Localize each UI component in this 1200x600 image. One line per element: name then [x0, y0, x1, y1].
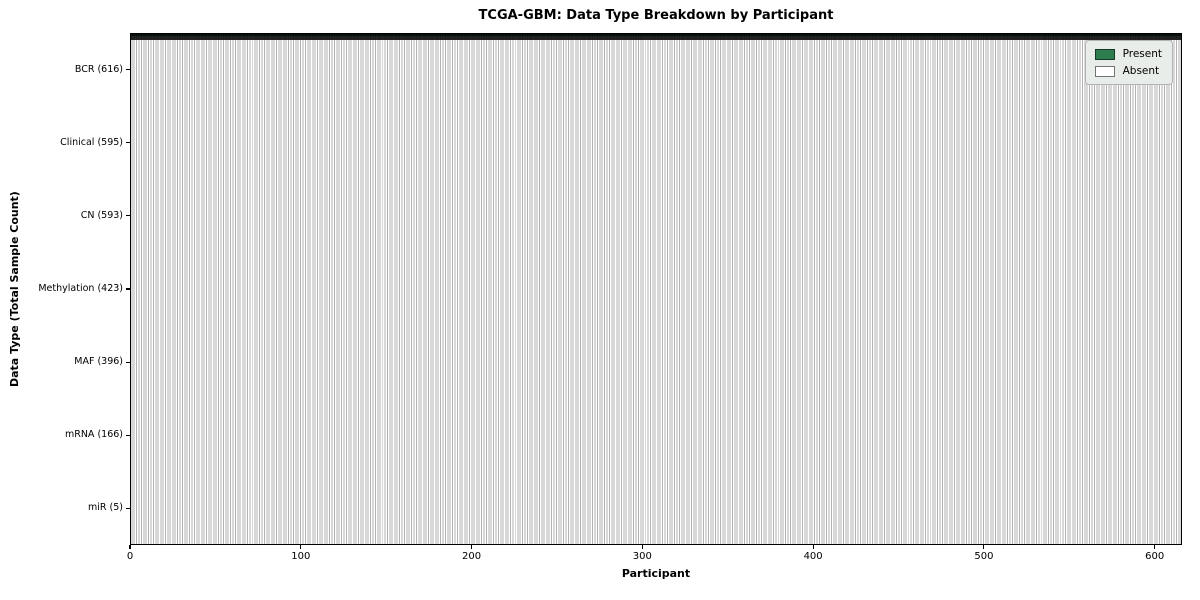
x-tick-mark [129, 545, 131, 549]
heatmap-row-clinical [131, 34, 1181, 35]
y-tick-label-bcr: BCR (616) [74, 63, 123, 75]
y-tick-label-cn: CN (593) [80, 209, 123, 221]
y-tick-mark [126, 68, 130, 71]
y-tick-label-maf: MAF (396) [74, 356, 123, 368]
heatmap-rows [131, 34, 1181, 40]
x-tick-mark [300, 545, 302, 549]
y-tick-mark [126, 507, 130, 510]
y-tick-mark [126, 215, 130, 217]
x-tick-label-300: 300 [632, 551, 652, 562]
x-axis-label: Participant [621, 567, 691, 580]
y-tick-mark [126, 361, 130, 363]
x-tick-label-500: 500 [974, 551, 994, 562]
y-tick-mark [126, 142, 130, 144]
y-tick-label-mrna: mRNA (166) [64, 429, 123, 441]
column-edge-stripes [131, 34, 1181, 544]
chart-title: TCGA-GBM: Data Type Breakdown by Partici… [478, 8, 834, 23]
legend-label-present: Present [1122, 48, 1162, 60]
heatmap-row-mir [131, 39, 1181, 40]
legend-swatch-absent-icon [1094, 65, 1115, 77]
y-tick-label-methylation: Methylation (423) [38, 283, 123, 294]
x-tick-label-600: 600 [1145, 551, 1165, 562]
x-tick-mark [470, 545, 473, 549]
y-tick-mark [126, 288, 130, 290]
y-tick-label-mir: miR (5) [88, 502, 123, 514]
x-tick-mark [1154, 545, 1156, 549]
x-tick-label-200: 200 [462, 551, 482, 562]
legend-swatch-present-icon [1094, 48, 1115, 60]
x-tick-mark [812, 545, 814, 549]
legend-item-present: Present [1094, 48, 1162, 60]
heatmap-row-methylation [131, 36, 1181, 37]
x-tick-mark [641, 545, 643, 549]
x-tick-mark [983, 545, 985, 549]
legend-label-absent: Absent [1122, 65, 1160, 77]
legend-item-absent: Absent [1094, 65, 1162, 77]
heatmap-row-mrna [131, 38, 1181, 39]
x-tick-label-100: 100 [291, 551, 311, 562]
y-tick-label-clinical: Clinical (595) [60, 136, 123, 148]
heatmap-row-cn [131, 35, 1181, 36]
y-tick-mark [126, 434, 130, 436]
x-tick-label-0: 0 [126, 551, 134, 562]
x-tick-label-400: 400 [803, 551, 823, 562]
plot-area: Present Absent [130, 33, 1182, 545]
heatmap-row-maf [131, 37, 1181, 38]
legend: Present Absent [1084, 40, 1173, 85]
